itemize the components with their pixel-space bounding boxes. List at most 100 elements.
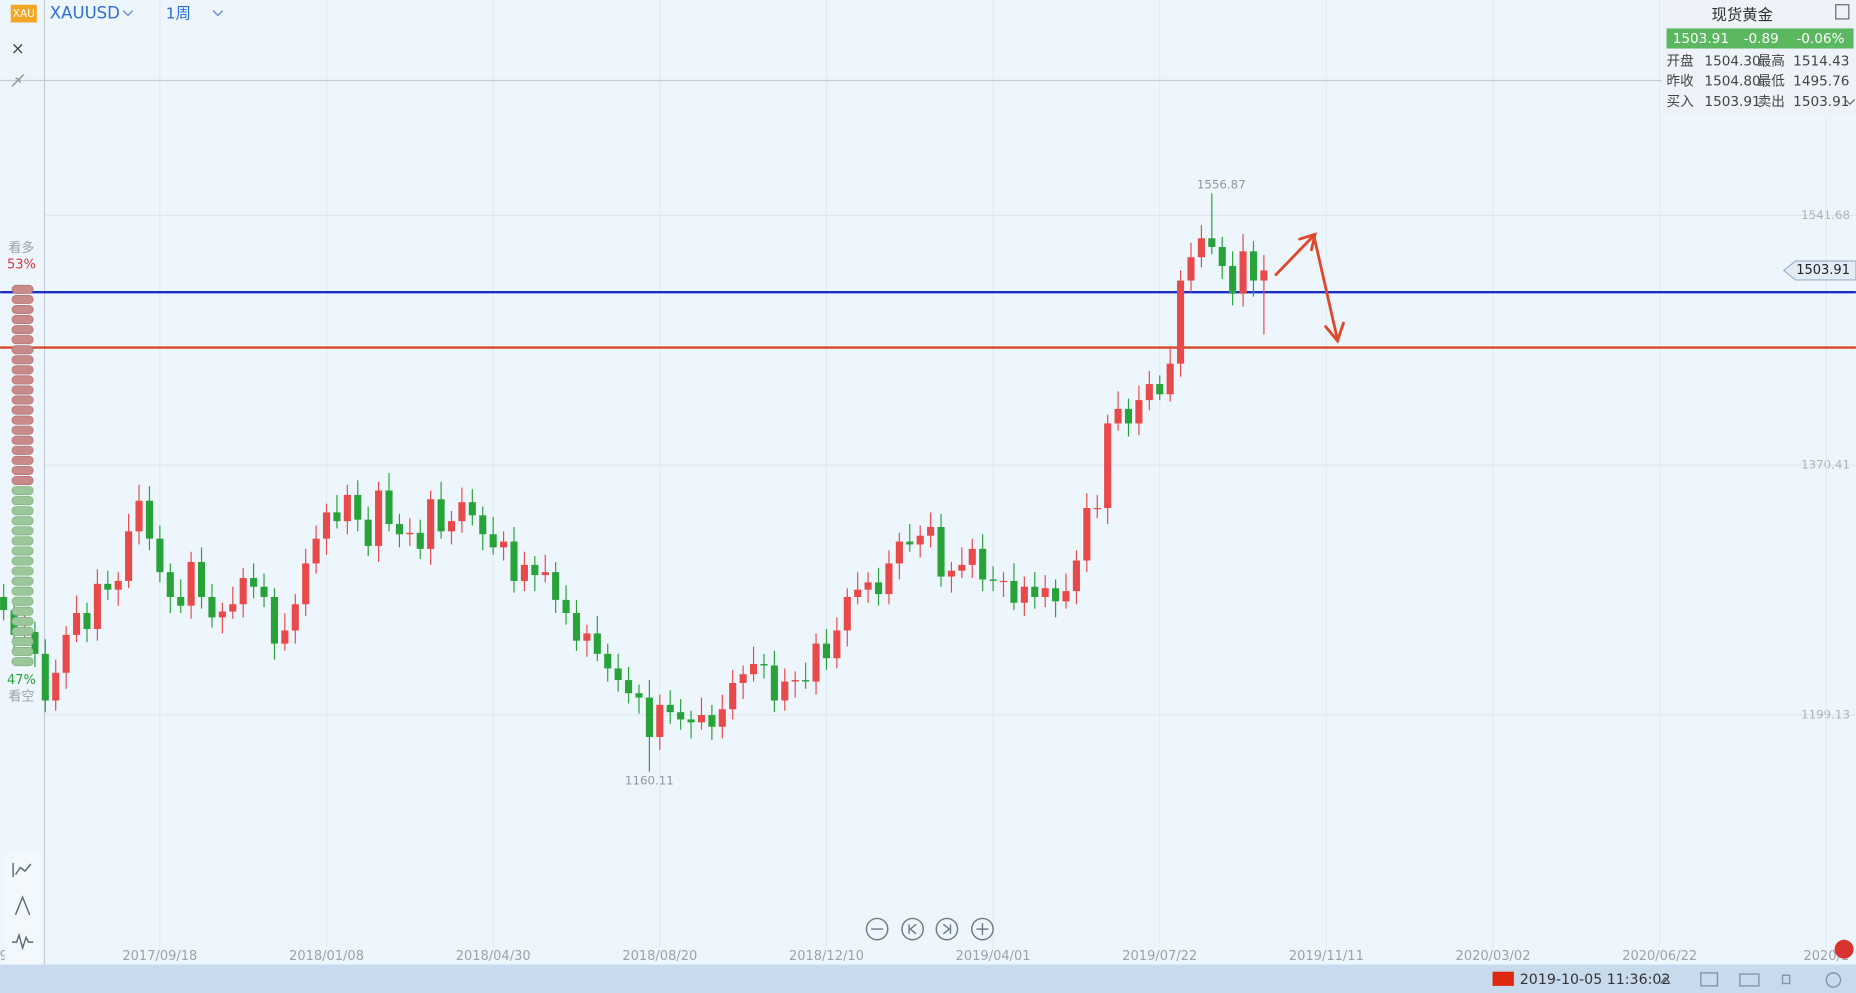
draw-tool[interactable] <box>14 895 31 916</box>
candle-body <box>1145 384 1153 401</box>
candle-body <box>1114 408 1122 424</box>
candle-body <box>406 532 414 535</box>
sentiment-pill <box>11 556 34 566</box>
sentiment-pill <box>11 415 34 425</box>
low-label: 1160.11 <box>625 774 674 788</box>
shrink-icon[interactable] <box>11 74 25 87</box>
window-icon[interactable] <box>1700 972 1719 987</box>
close-icon[interactable]: × <box>11 39 25 58</box>
candle-body <box>0 596 8 611</box>
quote-bg <box>1661 0 1856 116</box>
candle-body <box>1083 508 1091 561</box>
candle-body <box>62 634 70 673</box>
candle-body <box>1135 400 1143 424</box>
sound-icon[interactable] <box>1781 974 1791 985</box>
x-tick-label: 2019/11/11 <box>1289 949 1364 964</box>
timeframe-dropdown[interactable] <box>212 10 224 17</box>
candle-body <box>1260 270 1268 281</box>
candle-body <box>489 534 497 548</box>
quote-expand[interactable] <box>1844 98 1856 105</box>
x-tick-label: 2019/04/01 <box>956 949 1031 964</box>
sentiment-pill <box>11 284 34 294</box>
candle-body <box>916 535 924 545</box>
candle-body <box>104 583 112 590</box>
sentiment-pill <box>11 385 34 395</box>
candle-body <box>989 579 997 581</box>
quote-change: -0.89 <box>1744 31 1779 47</box>
drawn-arrows <box>1274 232 1345 344</box>
candle-body <box>625 680 633 694</box>
candle-body <box>427 499 435 549</box>
indicator-tool-line[interactable] <box>14 863 32 876</box>
sentiment-pill <box>11 626 34 636</box>
sentiment-pill <box>11 566 34 576</box>
tool-panel <box>4 852 41 965</box>
candle-body <box>635 693 643 698</box>
candle-body <box>687 719 695 723</box>
zoom-out[interactable] <box>865 917 889 941</box>
timeframe[interactable]: 1周 <box>166 5 191 23</box>
candle-body <box>708 715 716 727</box>
candle-body <box>343 494 351 522</box>
candle-body <box>291 604 299 631</box>
candle-body <box>1229 265 1237 294</box>
candle-body <box>1041 588 1049 597</box>
camera-icon[interactable] <box>1739 973 1760 987</box>
quote-label: 最高 <box>1758 53 1785 70</box>
clock-toggle[interactable] <box>1660 976 1671 984</box>
candle-body <box>229 604 237 612</box>
candle-body <box>583 633 591 641</box>
sentiment-pill <box>11 315 34 325</box>
candle-body <box>156 538 164 573</box>
candle-body <box>958 564 966 571</box>
wave-tool[interactable] <box>11 932 34 951</box>
sentiment-pill <box>11 647 34 657</box>
quote-price: 1503.91 <box>1673 31 1729 47</box>
candle-body <box>1208 238 1216 248</box>
exit-icon[interactable] <box>1835 4 1850 20</box>
candle-body <box>250 578 258 587</box>
candle-body <box>500 541 508 548</box>
alert-icon[interactable] <box>1834 939 1854 959</box>
candle-body <box>354 494 362 520</box>
candle-body <box>322 512 331 539</box>
candle-body <box>270 596 278 644</box>
symbol-dropdown[interactable] <box>122 10 134 17</box>
candle-body <box>760 664 768 666</box>
high-label: 1556.87 <box>1197 177 1246 191</box>
settings-icon[interactable] <box>1825 972 1842 988</box>
quote-value: 1504.30 <box>1704 54 1760 70</box>
header: XAU XAUUSD 1周 × <box>10 4 224 87</box>
candle-body <box>541 572 549 576</box>
candle-body <box>208 596 216 618</box>
quote-label: 昨收 <box>1667 74 1695 90</box>
candle-body <box>979 548 987 580</box>
go-end[interactable] <box>935 917 959 941</box>
candle-body <box>874 582 883 595</box>
sentiment-pill <box>11 375 34 385</box>
candle-body <box>510 541 518 581</box>
candle-body <box>1177 280 1185 364</box>
candle-body <box>843 596 851 631</box>
candle-body <box>166 572 174 597</box>
quote-title: 现货黄金 <box>1712 6 1774 24</box>
sentiment-pill <box>11 486 34 496</box>
x-tick-label: 5/29 <box>0 949 8 964</box>
symbol[interactable]: XAUUSD <box>50 4 120 23</box>
candle-body <box>52 672 60 701</box>
bear-pct: 47% <box>7 673 36 688</box>
bear-label: 看空 <box>8 689 34 705</box>
candle-body <box>218 611 226 618</box>
zoom-in[interactable] <box>971 917 994 941</box>
candle-body <box>468 502 476 516</box>
candle-body <box>937 526 945 577</box>
candle-body <box>604 653 612 669</box>
go-start[interactable] <box>901 917 924 941</box>
y-tick-label: 1541.68 <box>1801 208 1850 222</box>
x-tick-label: 2018/01/08 <box>289 949 364 964</box>
candle-body <box>416 532 424 549</box>
candle-body <box>333 512 341 522</box>
sentiment-pill <box>11 425 34 435</box>
sentiment-pill <box>11 657 34 667</box>
